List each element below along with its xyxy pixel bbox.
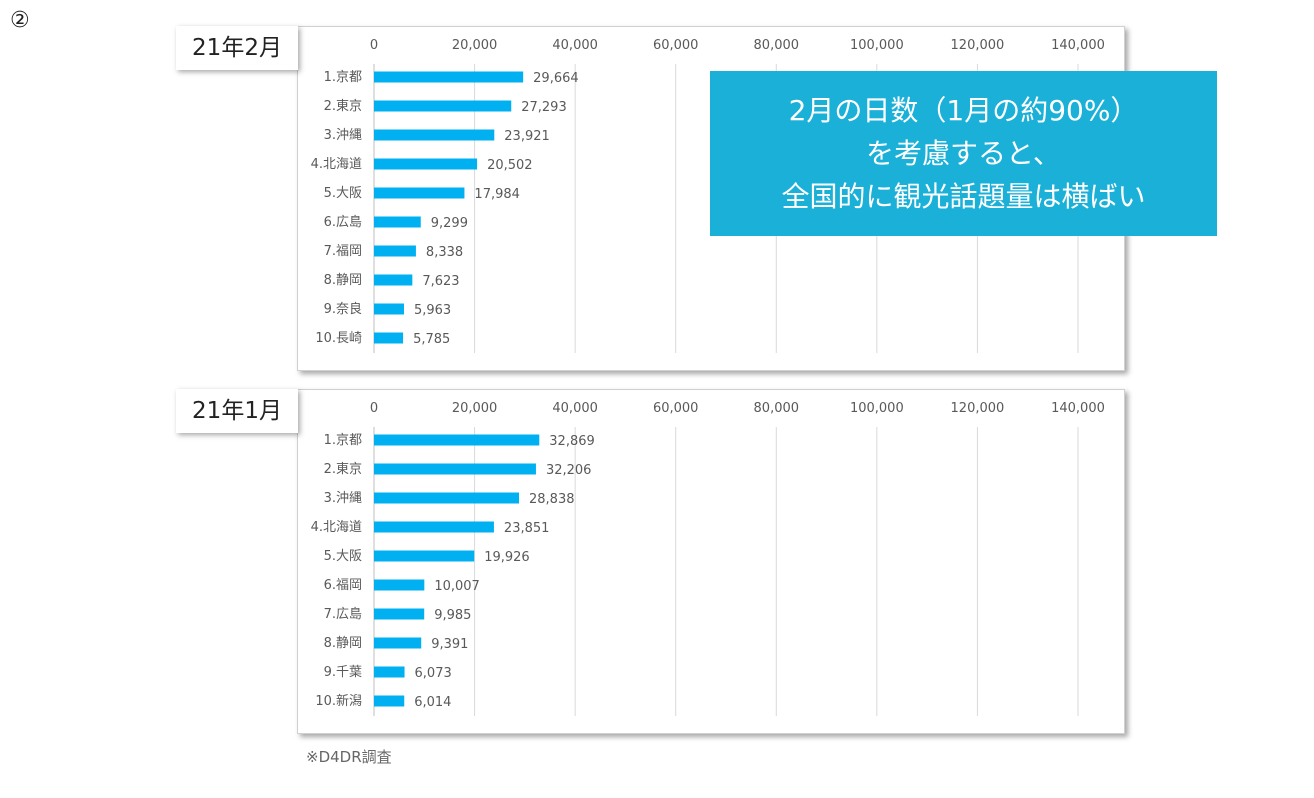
x-tick-label: 0 <box>370 38 378 53</box>
category-label: 4.北海道 <box>311 520 362 535</box>
chart-jan-2021: 0 20,000 40,000 60,000 80,000 100,000 120,000 1… <box>297 389 1125 734</box>
period-label-jan: 21年1月 <box>176 389 298 433</box>
x-tick-label: 40,000 <box>552 401 598 416</box>
bar <box>374 187 465 199</box>
value-label: 10,007 <box>434 579 480 594</box>
bar <box>374 71 524 83</box>
chart-jan-svg: 0 20,000 40,000 60,000 80,000 100,000 120,000 1… <box>311 401 1105 716</box>
bar <box>374 608 425 620</box>
category-label: 1.京都 <box>324 70 362 85</box>
value-label: 28,838 <box>529 492 575 507</box>
bar <box>374 434 540 446</box>
callout-box: 2月の日数（1月の約90%） を考慮すると、 全国的に観光話題量は横ばい <box>710 71 1217 236</box>
value-label: 19,926 <box>484 550 530 565</box>
bar <box>374 550 475 562</box>
category-label: 1.京都 <box>324 433 362 448</box>
value-label: 5,963 <box>414 303 451 318</box>
category-label: 6.広島 <box>324 215 362 230</box>
value-label: 23,921 <box>504 129 550 144</box>
category-label: 8.静岡 <box>324 636 362 651</box>
bar <box>374 129 495 141</box>
callout-line-1: 2月の日数（1月の約90%） <box>788 94 1139 127</box>
category-label: 7.福岡 <box>324 244 362 259</box>
category-label: 10.長崎 <box>315 331 362 346</box>
source-note: ※D4DR調査 <box>306 748 392 766</box>
bar <box>374 303 404 315</box>
category-label: 10.新潟 <box>315 693 362 709</box>
x-tick-label: 0 <box>370 401 378 416</box>
category-label: 2.東京 <box>324 461 362 477</box>
bar <box>374 695 405 707</box>
bar <box>374 666 405 678</box>
x-tick-label: 100,000 <box>850 401 904 416</box>
value-label: 32,206 <box>546 463 592 478</box>
value-label: 8,338 <box>426 245 463 260</box>
x-tick-label: 20,000 <box>452 38 498 53</box>
value-label: 9,985 <box>434 608 471 623</box>
value-label: 9,299 <box>431 216 468 231</box>
category-label: 7.広島 <box>324 607 362 622</box>
x-tick-label: 140,000 <box>1051 401 1105 416</box>
x-tick-label: 100,000 <box>850 38 904 53</box>
bar <box>374 245 416 257</box>
x-tick-label: 60,000 <box>653 38 699 53</box>
value-label: 6,014 <box>414 695 451 710</box>
category-label: 6.福岡 <box>324 578 362 593</box>
bar <box>374 579 425 591</box>
category-label: 9.奈良 <box>324 301 362 317</box>
category-label: 3.沖縄 <box>324 128 362 143</box>
slide-number: ② <box>10 8 30 33</box>
x-tick-label: 120,000 <box>951 38 1005 53</box>
bar <box>374 216 421 228</box>
category-label: 9.千葉 <box>324 665 362 680</box>
category-label: 5.大阪 <box>324 186 362 201</box>
bar <box>374 332 404 344</box>
callout-line-3: 全国的に観光話題量は横ばい <box>781 180 1146 213</box>
value-label: 27,293 <box>521 100 567 115</box>
bar <box>374 492 520 504</box>
value-label: 20,502 <box>487 158 533 173</box>
value-label: 29,664 <box>533 71 579 86</box>
chart-feb-svg: 0 20,000 40,000 60,000 80,000 100,000 120,000 1… <box>311 38 1105 353</box>
x-tick-label: 80,000 <box>754 401 800 416</box>
period-label-feb: 21年2月 <box>176 26 298 70</box>
category-label: 2.東京 <box>324 98 362 114</box>
value-label: 23,851 <box>504 521 550 536</box>
value-label: 6,073 <box>415 666 452 681</box>
value-label: 32,869 <box>549 434 595 449</box>
x-tick-label: 120,000 <box>951 401 1005 416</box>
bar <box>374 158 478 170</box>
callout-line-2: を考慮すると、 <box>866 137 1061 170</box>
value-label: 17,984 <box>474 187 520 202</box>
x-tick-label: 40,000 <box>552 38 598 53</box>
value-label: 7,623 <box>422 274 459 289</box>
value-label: 9,391 <box>431 637 468 652</box>
value-label: 5,785 <box>413 332 450 347</box>
x-tick-label: 80,000 <box>754 38 800 53</box>
x-tick-label: 60,000 <box>653 401 699 416</box>
category-label: 8.静岡 <box>324 273 362 288</box>
x-tick-label: 140,000 <box>1051 38 1105 53</box>
bar <box>374 463 536 475</box>
x-tick-label: 20,000 <box>452 401 498 416</box>
bar <box>374 637 422 649</box>
category-label: 3.沖縄 <box>324 491 362 506</box>
bar <box>374 521 494 533</box>
category-label: 5.大阪 <box>324 549 362 564</box>
category-label: 4.北海道 <box>311 157 362 172</box>
bar <box>374 274 413 286</box>
bar <box>374 100 512 112</box>
